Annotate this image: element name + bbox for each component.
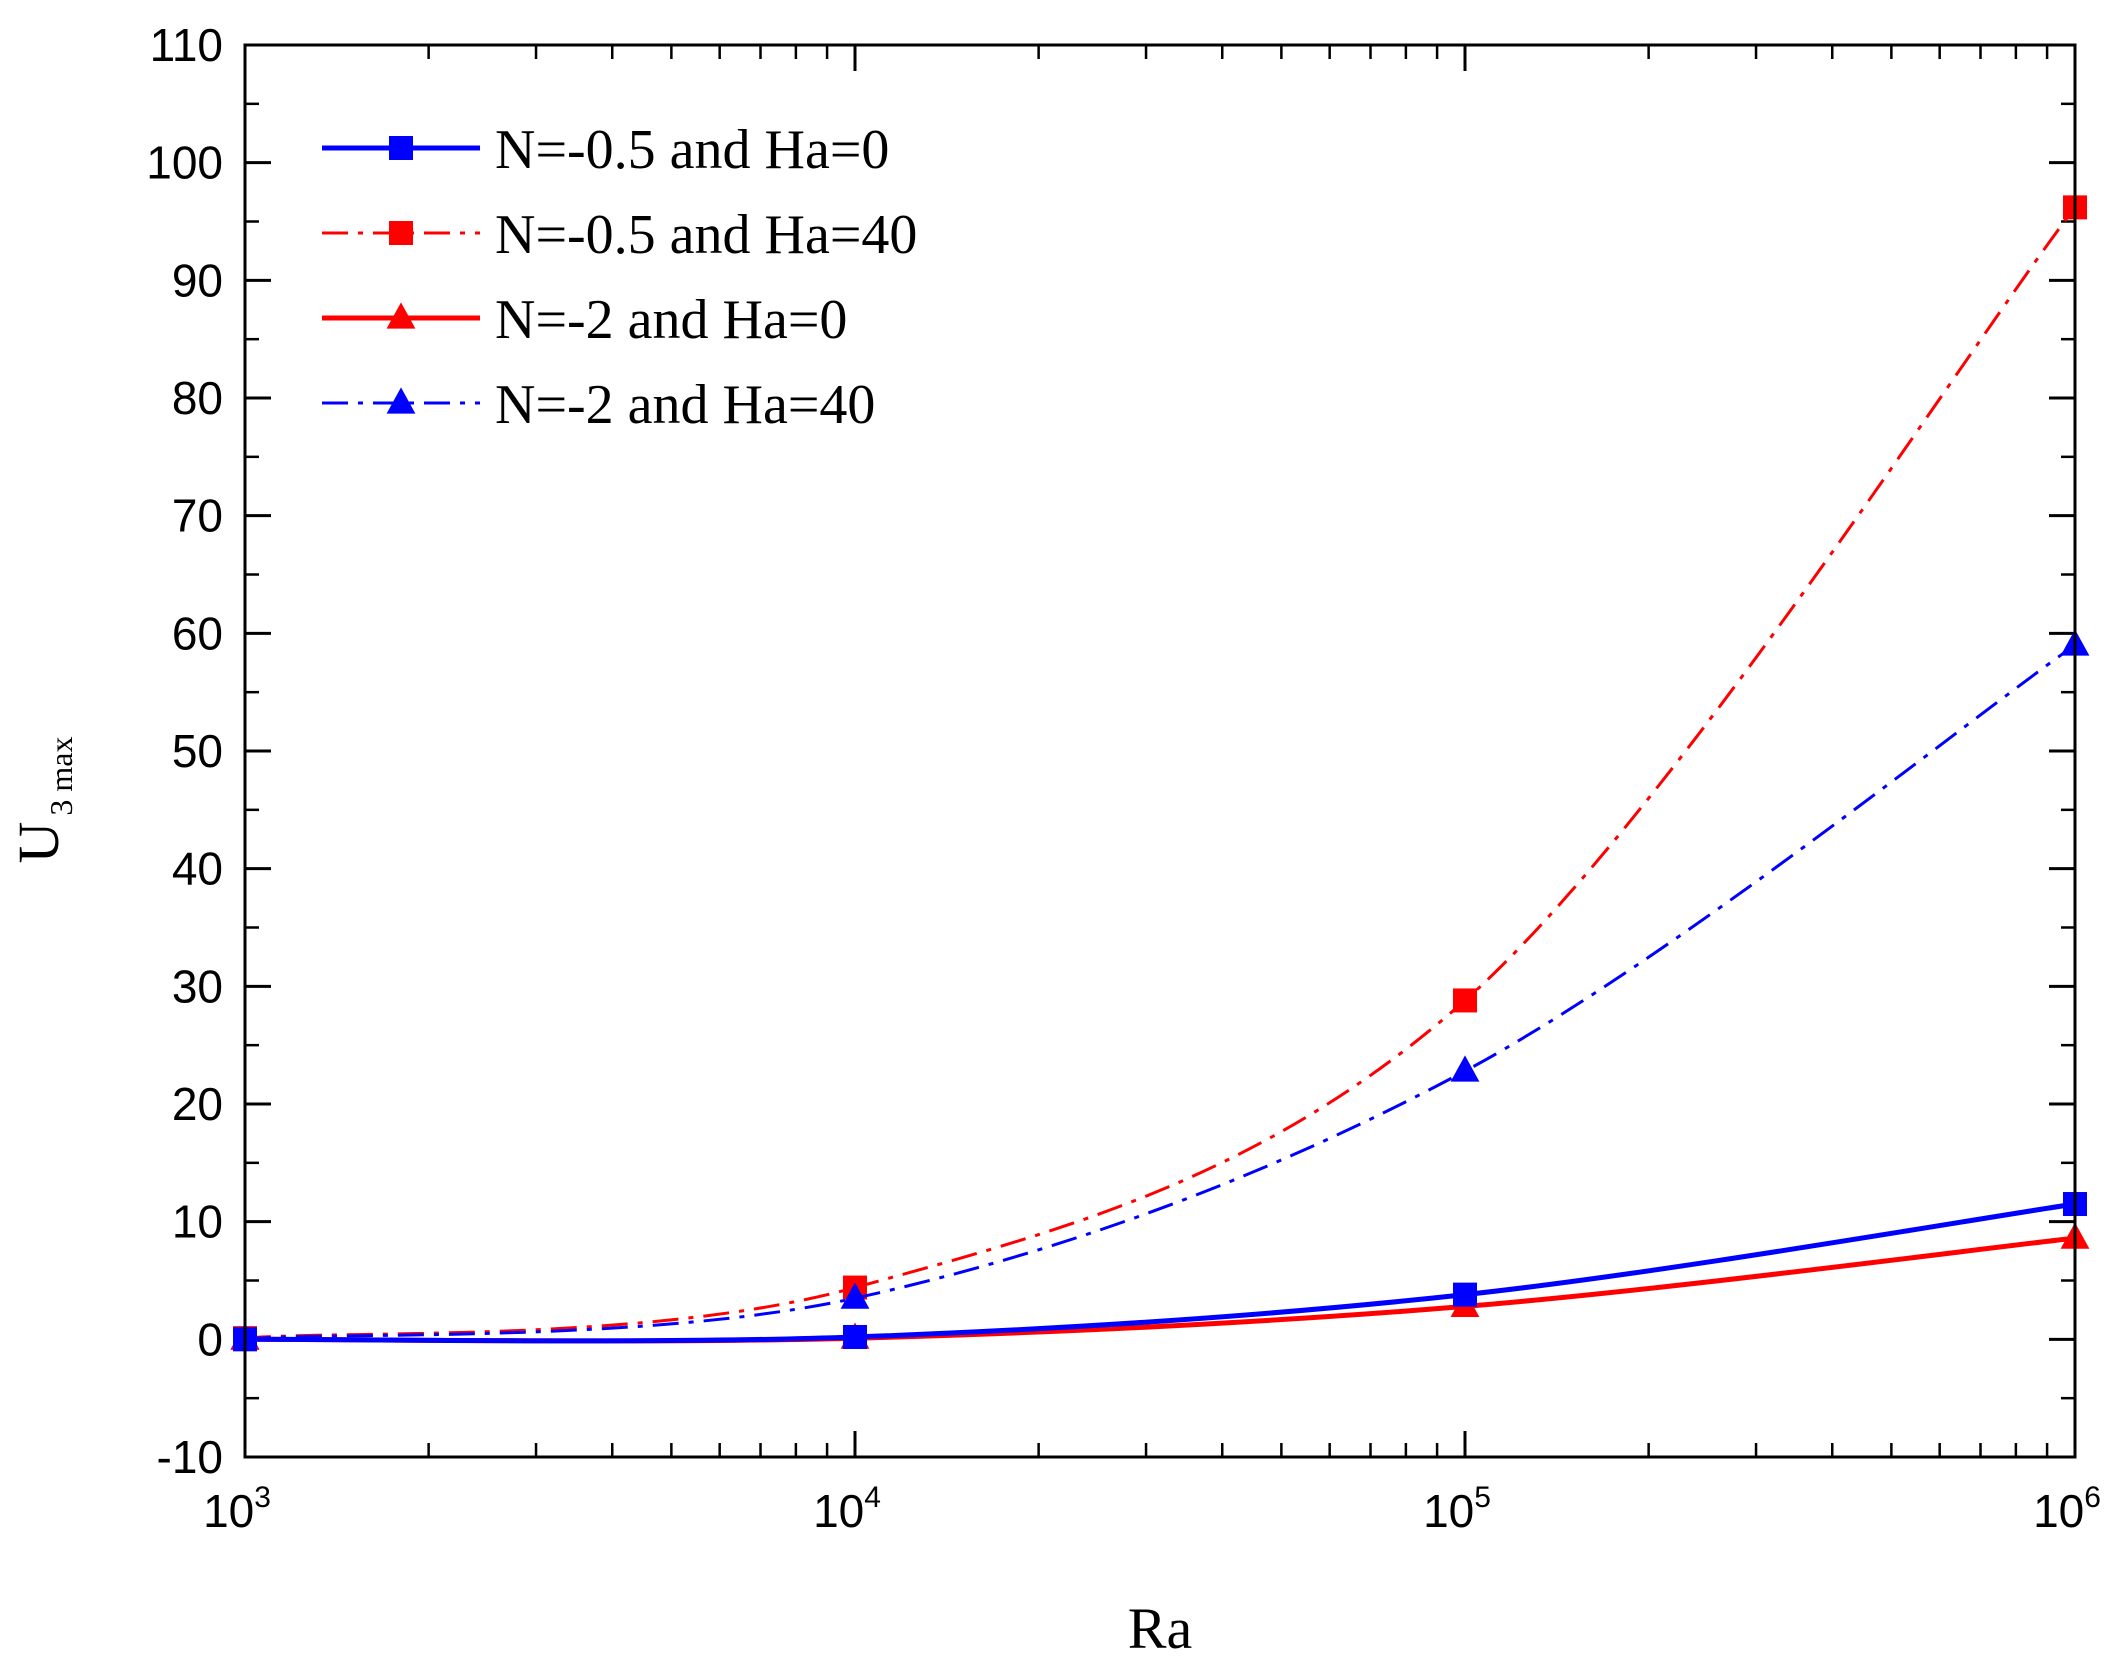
y-tick-label: 90 [172, 254, 223, 306]
legend-item-3: N=-2 and Ha=0 [322, 289, 847, 351]
legend-item-1: N=-0.5 and Ha=0 [322, 119, 889, 181]
series-1 [233, 1192, 2087, 1352]
x-axis-title: Ra [1128, 1596, 1192, 1661]
y-tick-label: 20 [172, 1078, 223, 1130]
y-tick-label: 60 [172, 607, 223, 659]
y-tick-label: 50 [172, 725, 223, 777]
legend-marker [386, 302, 416, 329]
x-tick-exponent: 5 [1474, 1481, 1491, 1514]
series-line [244, 206, 2077, 1340]
data-point [843, 1324, 867, 1349]
y-tick-label: 110 [150, 19, 223, 71]
legend-label: N=-0.5 and Ha=40 [495, 204, 917, 266]
series-line [244, 643, 2076, 1341]
y-tick-label: 40 [172, 843, 223, 895]
x-tick-label: 106 [2033, 1481, 2101, 1537]
x-tick-exponent: 6 [2084, 1481, 2101, 1514]
x-tick-base: 10 [813, 1485, 864, 1537]
legend-marker [386, 387, 416, 414]
labels-layer: 103 104 105 106-100102030405060708090100110… [6, 19, 2101, 1661]
y-tick-label: 100 [146, 137, 223, 189]
legend-marker [389, 221, 413, 245]
x-tick-label: 104 [813, 1481, 881, 1537]
y-tick-label: 30 [172, 960, 223, 1012]
data-point [1450, 1055, 1480, 1082]
y-axis-title: U 3 max [6, 737, 79, 864]
x-tick-base: 10 [1423, 1485, 1474, 1537]
data-point [1453, 988, 1477, 1013]
legend-label: N=-2 and Ha=0 [495, 289, 847, 351]
legend-item-4: N=-2 and Ha=40 [322, 374, 875, 436]
x-tick-base: 10 [203, 1485, 254, 1537]
series-line [244, 1201, 2076, 1344]
legend-label: N=-0.5 and Ha=0 [495, 119, 889, 181]
x-tick-label: 103 [203, 1481, 271, 1537]
legend-item-2: N=-0.5 and Ha=40 [322, 204, 917, 266]
legend-label: N=-2 and Ha=40 [495, 374, 875, 436]
y-axis-title-main: U [6, 822, 71, 864]
y-axis-title-subscript: 3 max [43, 737, 79, 816]
y-tick-label: -10 [157, 1431, 223, 1483]
y-tick-label: 70 [172, 490, 223, 542]
x-tick-base: 10 [2033, 1485, 2084, 1537]
y-tick-label: 10 [172, 1196, 223, 1248]
plot-frame [243, 43, 2077, 1459]
x-tick-exponent: 3 [254, 1481, 271, 1514]
x-tick-label: 105 [1423, 1481, 1491, 1537]
x-tick-exponent: 4 [864, 1481, 881, 1514]
y-tick-label: 0 [197, 1313, 223, 1365]
legend-marker [389, 136, 413, 160]
y-tick-label: 80 [172, 372, 223, 424]
data-point [1453, 1282, 1477, 1307]
data-point [840, 1282, 870, 1309]
legend: N=-0.5 and Ha=0 N=-0.5 and Ha=40 N=-2 and … [322, 119, 917, 436]
